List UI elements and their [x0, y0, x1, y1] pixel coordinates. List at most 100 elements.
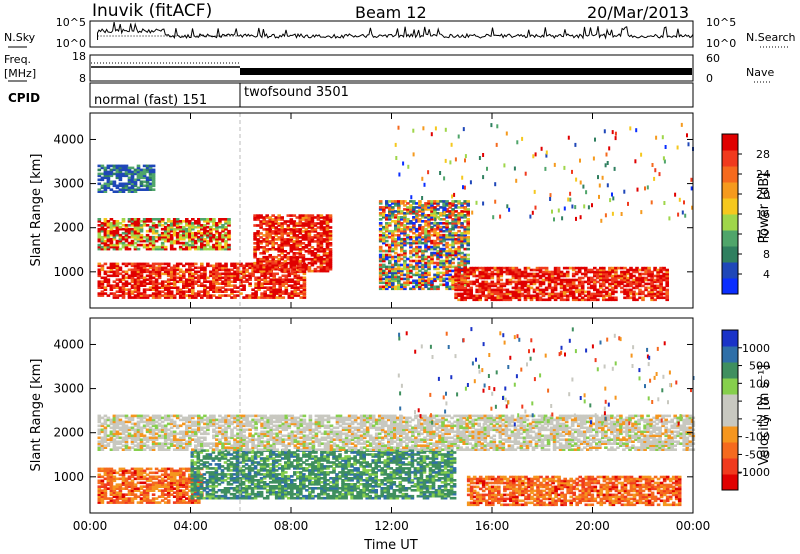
heatmap-cell [313, 248, 318, 251]
heatmap-cell [175, 262, 180, 266]
heatmap-cell [299, 292, 304, 295]
heatmap-cell [526, 280, 531, 284]
heatmap-cell [301, 242, 306, 245]
heatmap-cell [577, 270, 582, 274]
heatmap-cell [163, 235, 168, 239]
heatmap-cell [421, 227, 425, 231]
heatmap-cell [133, 495, 138, 498]
nsearch-tick-high: 10^5 [706, 16, 736, 29]
heatmap-cell [103, 224, 108, 227]
heatmap-cell [656, 286, 660, 290]
heatmap-cell [382, 257, 386, 261]
heatmap-cell [196, 487, 201, 490]
heatmap-cell [206, 235, 210, 239]
heatmap-cell [472, 298, 476, 302]
heatmap-cell [644, 294, 648, 298]
heatmap-cell [223, 453, 228, 456]
heatmap-cell [457, 235, 461, 239]
heatmap-cell [106, 266, 111, 270]
heatmap-cell [448, 247, 452, 251]
heatmap-cell [562, 298, 567, 302]
heatmap-cell [142, 284, 147, 287]
heatmap-cell [653, 284, 657, 288]
heatmap-cell [172, 272, 177, 276]
heatmap-cell [212, 268, 216, 272]
heatmap-cell [590, 298, 594, 302]
heatmap-cell [541, 280, 546, 284]
heatmap-cell [626, 270, 630, 274]
heatmap-cell [151, 499, 156, 502]
heatmap-cell [223, 496, 228, 500]
heatmap-cell [454, 272, 458, 276]
heatmap-cell [568, 266, 573, 270]
heatmap-cell [233, 284, 237, 287]
heatmap-cell [193, 494, 198, 498]
heatmap-cell [106, 280, 111, 283]
heatmap-cell [218, 288, 222, 291]
heatmap-cell [550, 280, 555, 284]
heatmap-cell [299, 284, 304, 287]
heatmap-cell [481, 286, 485, 290]
heatmap-cell [136, 262, 141, 266]
heatmap-cell [109, 475, 114, 479]
heatmap-cell [442, 206, 446, 209]
heatmap-cell [457, 202, 461, 205]
heatmap-cell [262, 250, 266, 253]
heatmap-cell [221, 229, 225, 233]
heatmap-cell [436, 241, 440, 245]
heatmap-cell [418, 283, 422, 287]
heatmap-cell [106, 247, 111, 251]
heatmap-cell [605, 276, 609, 280]
heatmap-cell [385, 233, 389, 237]
heatmap-cell [632, 286, 636, 290]
heatmap-cell [478, 286, 482, 290]
heatmap-cell [157, 235, 162, 239]
heatmap-cell [466, 241, 470, 245]
heatmap-cell [142, 218, 147, 221]
heatmap-cell [250, 467, 255, 470]
heatmap-cell [602, 290, 606, 294]
heatmap-cell [200, 282, 204, 285]
heatmap-cell [259, 232, 263, 235]
heatmap-cell [118, 497, 123, 500]
heatmap-cell [196, 469, 201, 472]
heatmap-cell [163, 286, 168, 289]
heatmap-cell [280, 267, 284, 271]
heatmap-cell [611, 278, 615, 282]
heatmap-cell [397, 210, 401, 213]
heatmap-cell [235, 475, 240, 478]
heatmap-cell [182, 485, 186, 488]
heatmap-cell [175, 218, 180, 221]
heatmap-cell [148, 276, 153, 280]
heatmap-cell [614, 274, 618, 278]
heatmap-cell [188, 268, 192, 272]
heatmap-cell [166, 485, 171, 488]
heatmap-cell [178, 274, 183, 278]
heatmap-cell [421, 241, 425, 245]
heatmap-cell [328, 244, 333, 247]
heatmap-cell [115, 497, 120, 500]
heatmap-cell [490, 272, 495, 276]
heatmap-cell [400, 257, 404, 261]
heatmap-cell [322, 265, 327, 269]
heatmap-cell [316, 246, 321, 249]
heatmap-cell [385, 281, 389, 285]
heatmap-cell [100, 292, 105, 295]
heatmap-cell [193, 477, 198, 480]
heatmap-cell [460, 296, 464, 300]
heatmap-cell [188, 220, 192, 223]
heatmap-cell [484, 296, 489, 300]
heatmap-cell [310, 240, 315, 243]
nsky-series-line [96, 22, 694, 41]
heatmap-cell [424, 261, 428, 265]
heatmap-cell [199, 477, 204, 480]
heatmap-cell [659, 290, 663, 294]
heatmap-cell [523, 276, 528, 280]
heatmap-cell [481, 268, 485, 272]
heatmap-cell [133, 172, 138, 176]
heatmap-cell [109, 491, 114, 494]
heatmap-cell [130, 218, 135, 221]
heatmap-cell [209, 296, 213, 299]
heatmap-cell [191, 243, 195, 247]
heatmap-cell [172, 501, 177, 504]
